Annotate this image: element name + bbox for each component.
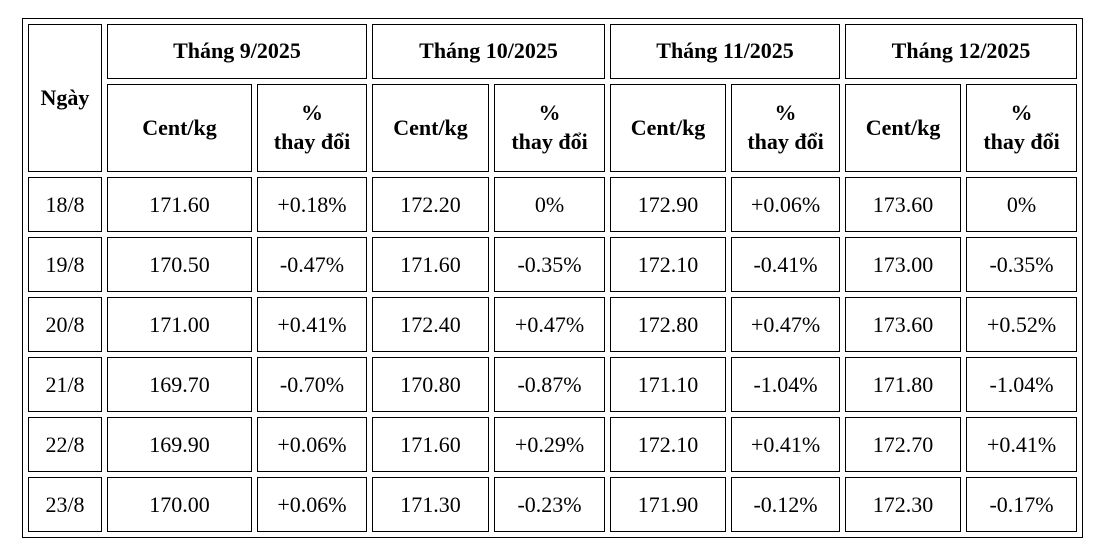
change-cell: -1.04% [731,357,841,412]
price-cell: 172.10 [610,237,727,292]
change-cell: +0.18% [257,177,368,232]
price-cell: 171.10 [610,357,727,412]
change-cell: +0.47% [731,297,841,352]
change-cell: +0.52% [966,297,1078,352]
row: 21/8 169.70 -0.70% 170.80 -0.87% 171.10 -1.04%… [28,357,1078,412]
change-cell: -0.87% [494,357,606,412]
date-cell: 21/8 [28,357,102,412]
change-cell: +0.41% [966,417,1078,472]
price-cell: 172.40 [372,297,490,352]
date-cell: 22/8 [28,417,102,472]
price-cell: 173.60 [845,177,962,232]
price-cell: 171.30 [372,477,490,532]
price-cell: 173.60 [845,297,962,352]
price-cell: 171.90 [610,477,727,532]
change-cell: +0.41% [731,417,841,472]
price-cell: 169.70 [107,357,252,412]
change-cell: -0.12% [731,477,841,532]
price-cell: 172.90 [610,177,727,232]
price-cell: 171.80 [845,357,962,412]
change-cell: +0.06% [257,417,368,472]
change-cell: 0% [494,177,606,232]
row: 20/8 171.00 +0.41% 172.40 +0.47% 172.80 +0.47%… [28,297,1078,352]
change-cell: -0.17% [966,477,1078,532]
price-cell: 172.20 [372,177,490,232]
month-header: Tháng 10/2025 [372,24,606,79]
change-cell: -0.41% [731,237,841,292]
price-header: Cent/kg [372,84,490,172]
table-body: Ngày Tháng 9/2025 Tháng 10/2025 Tháng 11/20… [28,24,1078,532]
change-cell: -0.70% [257,357,368,412]
price-cell: 170.00 [107,477,252,532]
date-cell: 23/8 [28,477,102,532]
date-cell: 19/8 [28,237,102,292]
price-cell: 171.60 [107,177,252,232]
change-cell: -0.47% [257,237,368,292]
change-header: % thay đổi [731,84,841,172]
change-header: % thay đổi [257,84,368,172]
price-header: Cent/kg [107,84,252,172]
price-table: Ngày Tháng 9/2025 Tháng 10/2025 Tháng 11/20… [22,18,1084,538]
change-cell: 0% [966,177,1078,232]
change-cell: -0.35% [966,237,1078,292]
date-cell: 18/8 [28,177,102,232]
row: 23/8 170.00 +0.06% 171.30 -0.23% 171.90 -0.12%… [28,477,1078,532]
price-cell: 173.00 [845,237,962,292]
row: 19/8 170.50 -0.47% 171.60 -0.35% 172.10 -0.41%… [28,237,1078,292]
price-cell: 170.80 [372,357,490,412]
change-cell: -0.35% [494,237,606,292]
change-cell: +0.47% [494,297,606,352]
change-header: % thay đổi [494,84,606,172]
change-cell: -1.04% [966,357,1078,412]
price-header: Cent/kg [610,84,727,172]
change-cell: +0.06% [731,177,841,232]
price-header: Cent/kg [845,84,962,172]
price-cell: 169.90 [107,417,252,472]
price-cell: 172.10 [610,417,727,472]
price-cell: 171.00 [107,297,252,352]
row: Ngày Tháng 9/2025 Tháng 10/2025 Tháng 11/20… [28,24,1078,172]
date-cell: 20/8 [28,297,102,352]
change-header: % thay đổi [966,84,1078,172]
month-header: Tháng 11/2025 [610,24,841,79]
price-cell: 172.80 [610,297,727,352]
price-cell: 172.70 [845,417,962,472]
price-cell: 172.30 [845,477,962,532]
row: Cent/kg% thay đổi Cent/kg% thay đổi Cent/k… [28,84,1078,172]
change-cell: -0.23% [494,477,606,532]
price-cell: 171.60 [372,237,490,292]
change-cell: +0.06% [257,477,368,532]
price-cell: 171.60 [372,417,490,472]
change-cell: +0.41% [257,297,368,352]
change-cell: +0.29% [494,417,606,472]
row: 18/8 171.60 +0.18% 172.20 0% 172.90 +0.06% 173.… [28,177,1078,232]
month-header: Tháng 12/2025 [845,24,1078,79]
month-header: Tháng 9/2025 [107,24,368,79]
price-cell: 170.50 [107,237,252,292]
date-header: Ngày [28,24,102,172]
row: 22/8 169.90 +0.06% 171.60 +0.29% 172.10 +0.41%… [28,417,1078,472]
